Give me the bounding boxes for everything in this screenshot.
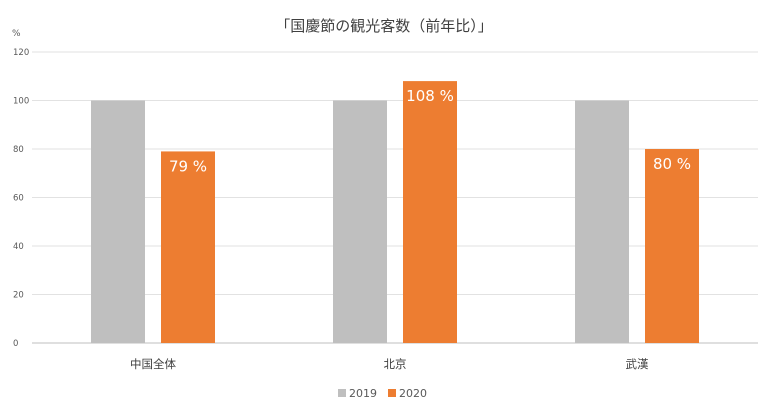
y-tick-label: 60 — [13, 194, 24, 204]
bar-2020-0 — [161, 151, 215, 343]
chart-title: 「国慶節の観光客数（前年比）」 — [275, 17, 493, 35]
y-tick-label: 100 — [13, 97, 29, 107]
legend-swatch-2020 — [388, 389, 396, 397]
data-label-2020-2: 80 % — [653, 155, 691, 173]
y-tick-label: 80 — [13, 145, 24, 155]
bar-2019-2 — [575, 100, 629, 343]
bar-2019-1 — [333, 100, 387, 343]
y-tick-label: 120 — [13, 48, 29, 58]
category-label-0: 中国全体 — [130, 357, 176, 371]
y-tick-label: 20 — [13, 291, 24, 301]
category-label-1: 北京 — [384, 357, 407, 371]
data-labels: 79 % 108 % 80 % — [169, 87, 691, 175]
bars — [91, 81, 699, 343]
data-label-2020-1: 108 % — [406, 87, 454, 105]
legend-label-2020: 2020 — [399, 387, 427, 400]
category-label-2: 武漢 — [626, 357, 649, 371]
gridlines — [32, 51, 758, 344]
bar-2020-1 — [403, 81, 457, 343]
y-tick-label: 0 — [13, 339, 18, 349]
bar-2020-2 — [645, 149, 699, 343]
legend-label-2019: 2019 — [349, 387, 377, 400]
y-tick-label: 40 — [13, 242, 24, 252]
bar-2019-0 — [91, 100, 145, 343]
y-axis-ticks: 0 20 40 60 80 100 120 — [13, 48, 29, 349]
y-axis-unit-label: % — [12, 29, 21, 39]
data-label-2020-0: 79 % — [169, 157, 207, 175]
legend-swatch-2019 — [338, 389, 346, 397]
x-axis-categories: 中国全体 北京 武漢 — [130, 357, 649, 371]
legend: 2019 2020 — [338, 387, 427, 400]
